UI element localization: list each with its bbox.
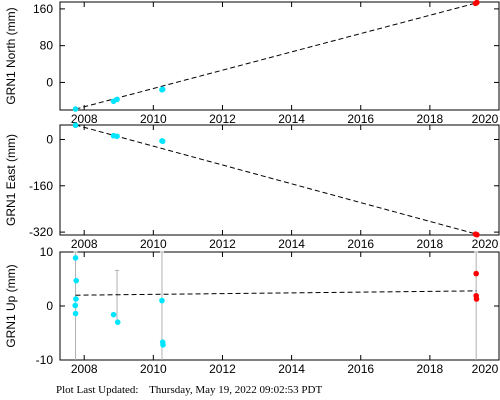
x-tick-label: 2016 xyxy=(347,112,374,126)
plot-footer: Plot Last Updated: Thursday, May 19, 202… xyxy=(56,384,496,398)
y-tick-label: 0 xyxy=(46,299,53,313)
x-tick-label: 2018 xyxy=(417,112,444,126)
x-tick-label: 2008 xyxy=(71,237,98,251)
x-tick-label: 2016 xyxy=(347,362,374,376)
data-point xyxy=(72,106,79,112)
y-tick-label: 80 xyxy=(40,39,54,53)
trend-line xyxy=(75,290,477,296)
y-tick-label: 0 xyxy=(46,75,53,89)
data-point xyxy=(110,311,117,318)
data-point xyxy=(114,133,120,140)
x-tick-label: 2020 xyxy=(472,112,499,126)
x-tick-label: 2012 xyxy=(209,112,236,126)
trend-line xyxy=(75,2,477,110)
data-point xyxy=(72,255,79,261)
x-tick-label: 2018 xyxy=(417,362,444,376)
panel-1: 2008 2010 2012 2014 2016 2018 2020 0 80 160 GRN1 N… xyxy=(4,0,500,126)
y-tick-label: -10 xyxy=(36,353,54,367)
y-axis-label: GRN1 Up (mm) xyxy=(4,264,18,347)
data-point xyxy=(159,86,166,93)
data-point xyxy=(72,302,79,309)
x-tick-label: 2020 xyxy=(472,362,499,376)
y-tick-label: -320 xyxy=(29,225,53,239)
x-tick-label: 2014 xyxy=(278,362,305,376)
data-point xyxy=(160,342,166,348)
x-tick-label: 2008 xyxy=(71,112,98,126)
data-point xyxy=(159,297,165,304)
y-tick-label: 0 xyxy=(46,132,53,146)
x-tick-label: 2010 xyxy=(140,112,167,126)
data-point xyxy=(473,296,480,302)
data-point xyxy=(159,138,166,145)
y-tick-label: 160 xyxy=(33,2,53,16)
x-tick-label: 2014 xyxy=(278,237,305,251)
data-point xyxy=(474,0,480,6)
plot-frame xyxy=(59,251,500,361)
x-tick-label: 2010 xyxy=(140,237,167,251)
data-point xyxy=(72,122,79,129)
x-tick-label: 2012 xyxy=(209,237,236,251)
trend-line xyxy=(75,124,477,235)
footer-timestamp: Thursday, May 19, 2022 09:02:53 PDT xyxy=(149,384,323,396)
x-tick-label: 2020 xyxy=(472,237,499,251)
x-tick-label: 2010 xyxy=(140,362,167,376)
y-tick-label: -160 xyxy=(29,179,53,193)
x-tick-label: 2008 xyxy=(71,362,98,376)
x-tick-label: 2012 xyxy=(209,362,236,376)
data-point xyxy=(474,231,480,238)
data-point xyxy=(73,296,79,302)
data-point xyxy=(473,270,479,277)
y-axis-label: GRN1 North (mm) xyxy=(4,7,18,104)
plot-frame xyxy=(59,124,500,236)
y-axis-label: GRN1 East (mm) xyxy=(4,134,18,226)
panel-2: 2008 2010 2012 2014 2016 2018 2020 0 -160 -320 GRN… xyxy=(4,122,500,251)
plot-frame xyxy=(59,1,500,111)
x-tick-label: 2016 xyxy=(347,237,374,251)
y-tick-label: 10 xyxy=(40,245,54,259)
data-point xyxy=(114,319,121,326)
data-point xyxy=(114,96,120,103)
x-tick-label: 2014 xyxy=(278,112,305,126)
panel-3: 2008 2010 2012 2014 2016 2018 2020 10 0 -10 GRN1 U… xyxy=(4,245,500,376)
data-point xyxy=(73,277,80,284)
footer-label: Plot Last Updated: xyxy=(56,384,139,396)
data-point xyxy=(72,310,79,317)
x-tick-label: 2018 xyxy=(417,237,444,251)
